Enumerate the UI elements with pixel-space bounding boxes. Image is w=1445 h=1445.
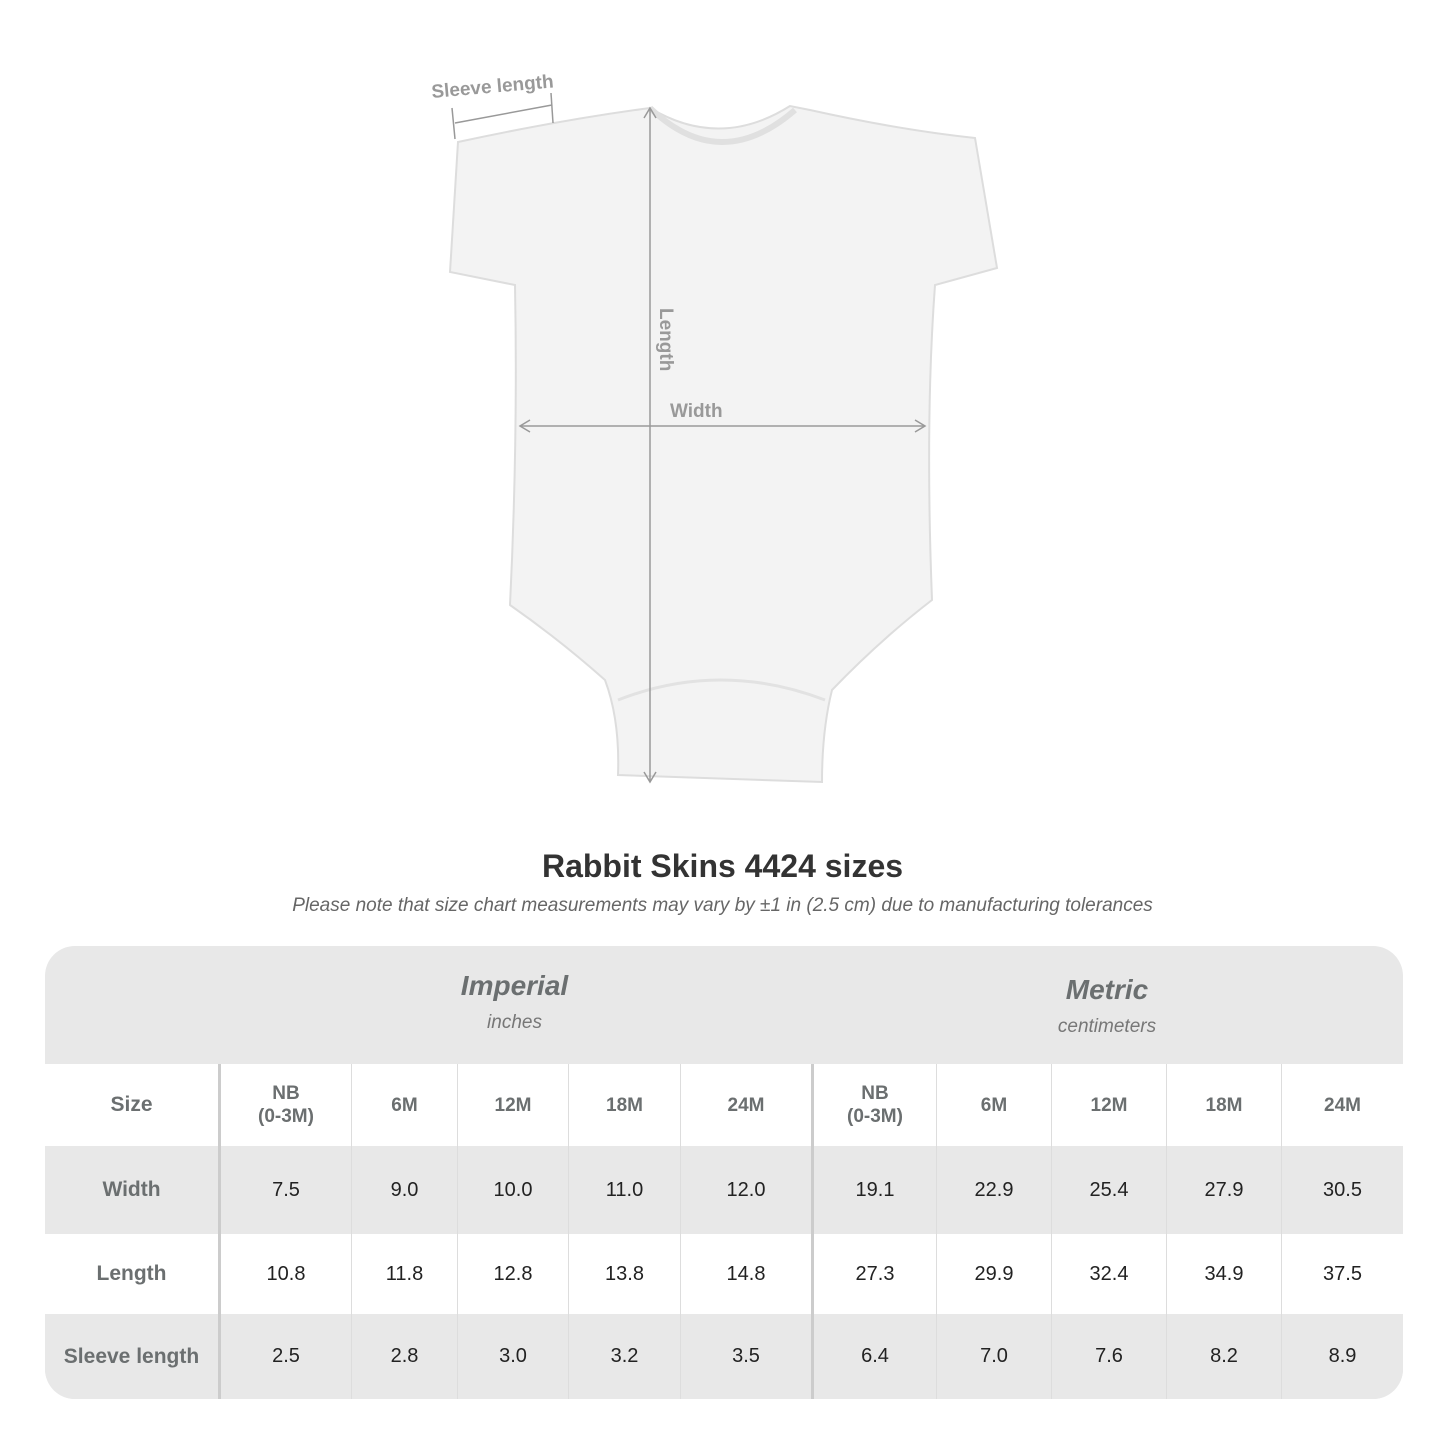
table-row: Sleeve length 2.5 2.8 3.0 3.2 3.5 6.4 7.0 7.6 8.2… xyxy=(45,1314,1403,1399)
sleeve-length-label: Sleeve length xyxy=(431,71,555,103)
arrow-left-icon xyxy=(518,419,531,433)
row-label: Width xyxy=(45,1146,218,1234)
size-column-header: 24M xyxy=(1281,1064,1403,1146)
sleeve-dimension-tick xyxy=(550,92,554,124)
measurement-cell: 19.1 xyxy=(811,1146,936,1234)
measurement-cell: 2.8 xyxy=(351,1314,457,1399)
size-column-header: 24M xyxy=(680,1064,811,1146)
onesie-diagram: Sleeve length Length Width xyxy=(431,71,999,784)
table-row: Width 7.5 9.0 10.0 11.0 12.0 19.1 22.9 25.4 27.9 3… xyxy=(45,1146,1403,1234)
onesie-snap-flap xyxy=(617,678,826,702)
measurement-cell: 8.2 xyxy=(1166,1314,1281,1399)
table-row: Length 10.8 11.8 12.8 13.8 14.8 27.3 29.9 32.4 34… xyxy=(45,1234,1403,1314)
arrow-up-icon xyxy=(643,106,657,119)
width-label: Width xyxy=(670,401,723,422)
size-column-header: 12M xyxy=(1051,1064,1166,1146)
size-column-header: NB (0-3M) xyxy=(218,1064,351,1146)
measurement-cell: 11.8 xyxy=(351,1234,457,1314)
measurement-cell: 6.4 xyxy=(811,1314,936,1399)
measurement-cell: 2.5 xyxy=(218,1314,351,1399)
measurement-cell: 12.0 xyxy=(680,1146,811,1234)
row-label: Length xyxy=(45,1234,218,1314)
measurement-cell: 10.0 xyxy=(457,1146,568,1234)
size-column-header: NB (0-3M) xyxy=(811,1064,936,1146)
page-title: Rabbit Skins 4424 sizes xyxy=(541,848,904,884)
measurement-cell: 22.9 xyxy=(936,1146,1051,1234)
metric-unit: centimeters xyxy=(1057,1016,1157,1037)
measurement-cell: 11.0 xyxy=(568,1146,680,1234)
measurement-cell: 7.0 xyxy=(936,1314,1051,1399)
size-column-header: 6M xyxy=(936,1064,1051,1146)
metric-title: Metric xyxy=(1065,974,1149,1005)
tolerance-note: Please note that size chart measurements… xyxy=(292,895,1153,916)
measurement-cell: 34.9 xyxy=(1166,1234,1281,1314)
metric-header: Metric centimeters xyxy=(811,950,1403,1068)
arrow-right-icon xyxy=(914,419,927,433)
row-label: Sleeve length xyxy=(45,1314,218,1399)
size-column-header: 18M xyxy=(568,1064,680,1146)
measurement-cell: 7.5 xyxy=(218,1146,351,1234)
measurement-cell: 32.4 xyxy=(1051,1234,1166,1314)
measurement-cell: 10.8 xyxy=(218,1234,351,1314)
onesie-body xyxy=(448,104,999,784)
measurement-cell: 8.9 xyxy=(1281,1314,1403,1399)
sleeve-dimension-tick xyxy=(451,107,456,140)
imperial-header: Imperial inches xyxy=(218,946,811,1064)
measurement-cell: 13.8 xyxy=(568,1234,680,1314)
measurement-cell: 27.3 xyxy=(811,1234,936,1314)
measurement-cell: 12.8 xyxy=(457,1234,568,1314)
length-label: Length xyxy=(655,308,676,371)
measurement-cell: 25.4 xyxy=(1051,1146,1166,1234)
size-table: Imperial inches Metric centimeters Size N… xyxy=(45,946,1403,1399)
size-column-header: 18M xyxy=(1166,1064,1281,1146)
sleeve-dimension-line xyxy=(454,104,553,124)
onesie-neckline xyxy=(647,105,797,145)
imperial-unit: inches xyxy=(487,1012,542,1033)
measurement-cell: 14.8 xyxy=(680,1234,811,1314)
measurement-cell: 27.9 xyxy=(1166,1146,1281,1234)
measurement-cell: 9.0 xyxy=(351,1146,457,1234)
measurement-cell: 3.5 xyxy=(680,1314,811,1399)
measurement-cell: 7.6 xyxy=(1051,1314,1166,1399)
row-label: Size xyxy=(45,1064,218,1146)
size-column-header: 12M xyxy=(457,1064,568,1146)
measurement-cell: 3.0 xyxy=(457,1314,568,1399)
arrow-down-icon xyxy=(643,771,657,784)
imperial-title: Imperial xyxy=(460,970,569,1001)
measurement-cell: 30.5 xyxy=(1281,1146,1403,1234)
size-header-row: Size NB (0-3M) 6M 12M 18M 24M NB (0-3M) 6M 12M 18… xyxy=(45,1064,1403,1146)
size-column-header: 6M xyxy=(351,1064,457,1146)
measurement-cell: 37.5 xyxy=(1281,1234,1403,1314)
measurement-cell: 29.9 xyxy=(936,1234,1051,1314)
measurement-cell: 3.2 xyxy=(568,1314,680,1399)
